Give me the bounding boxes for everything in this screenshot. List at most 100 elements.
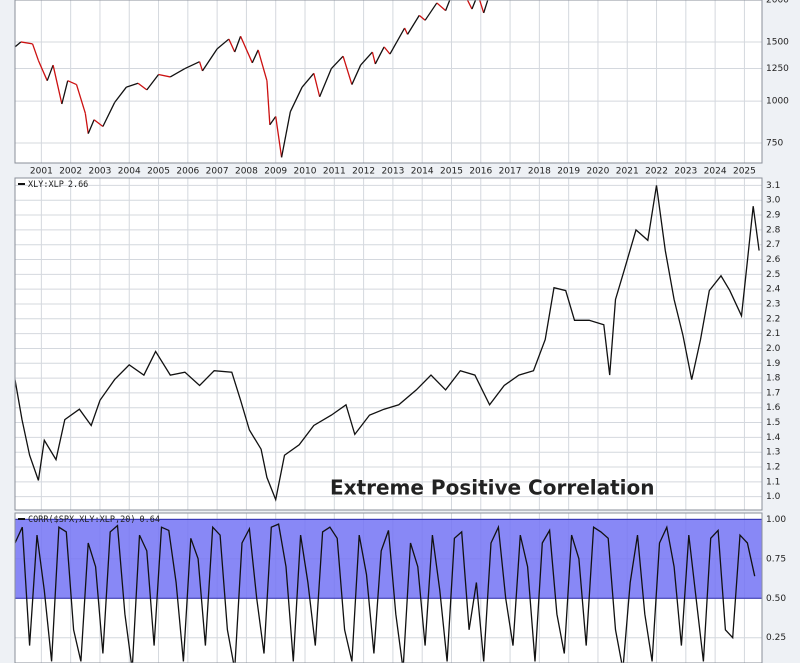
last-value: 0.64 bbox=[139, 515, 159, 525]
price-segment bbox=[483, 0, 489, 14]
x-tick-label: 2001 bbox=[30, 167, 53, 177]
price-segment bbox=[52, 64, 63, 105]
legend-label: CORR($SPX,XLY:XLP,20) 0.64 bbox=[28, 515, 160, 525]
price-segment bbox=[374, 46, 385, 65]
plot-area bbox=[15, 0, 762, 163]
x-tick-label: 2015 bbox=[440, 167, 463, 177]
x-tick-label: 2005 bbox=[147, 167, 170, 177]
plot-area bbox=[15, 513, 762, 663]
price-segment bbox=[418, 14, 426, 21]
y-tick-label: 1.6 bbox=[766, 403, 781, 413]
annotation: Extreme Positive Correlation bbox=[330, 476, 655, 500]
y-tick-label: 1250 bbox=[766, 64, 789, 74]
price-segment bbox=[46, 64, 54, 81]
y-tick-label: 2.2 bbox=[766, 314, 780, 324]
y-tick-label: 1000 bbox=[766, 97, 789, 107]
price-segment bbox=[184, 61, 200, 70]
y-tick-label: 3.1 bbox=[766, 181, 780, 191]
price-segment bbox=[158, 73, 171, 78]
x-tick-label: 2004 bbox=[118, 167, 141, 177]
x-tick-label: 2024 bbox=[704, 167, 727, 177]
price-segment bbox=[102, 102, 116, 127]
y-tick-label: 1.4 bbox=[766, 433, 781, 443]
x-tick-label: 2009 bbox=[264, 167, 287, 177]
y-tick-label: 2000 bbox=[766, 0, 789, 6]
plot-background bbox=[15, 0, 762, 163]
price-segment bbox=[37, 60, 48, 81]
price-segment bbox=[169, 67, 186, 78]
price-segment bbox=[269, 116, 277, 126]
price-segment bbox=[313, 73, 321, 97]
plot-border bbox=[14, 512, 763, 663]
y-tick-label: 1.00 bbox=[766, 515, 786, 525]
price-segment bbox=[198, 61, 204, 72]
x-tick-label: 2016 bbox=[469, 167, 492, 177]
price-segment bbox=[201, 48, 218, 72]
y-tick-label: 1.9 bbox=[766, 359, 781, 369]
y-tick-label: 0.75 bbox=[766, 554, 786, 564]
series-line bbox=[15, 185, 760, 502]
price-segment bbox=[228, 38, 236, 53]
price-segment bbox=[275, 116, 283, 158]
y-tick-label: 1.1 bbox=[766, 477, 780, 487]
x-tick-label: 2008 bbox=[235, 167, 258, 177]
x-tick-label: 2020 bbox=[586, 167, 609, 177]
price-segment bbox=[75, 84, 86, 114]
x-tick-label: 2011 bbox=[323, 167, 346, 177]
price-segment bbox=[406, 15, 420, 35]
price-segment bbox=[301, 72, 315, 88]
last-value: 2.66 bbox=[68, 180, 88, 190]
price-segment bbox=[371, 51, 376, 65]
price-segment bbox=[360, 51, 373, 66]
price-segment bbox=[471, 0, 477, 10]
y-tick-label: 1.0 bbox=[766, 492, 781, 502]
y-tick-label: 2.5 bbox=[766, 270, 780, 280]
x-tick-label: 2003 bbox=[88, 167, 111, 177]
price-segment bbox=[280, 111, 292, 158]
x-tick-label: 2002 bbox=[59, 167, 82, 177]
y-tick-label: 2.1 bbox=[766, 329, 780, 339]
x-tick-label: 2010 bbox=[294, 167, 317, 177]
y-tick-label: 2.6 bbox=[766, 255, 781, 265]
y-tick-label: 750 bbox=[766, 139, 783, 149]
y-tick-label: 2.4 bbox=[766, 285, 781, 295]
y-tick-label: 1.8 bbox=[766, 374, 781, 384]
plot-background bbox=[15, 178, 762, 510]
x-tick-label: 2018 bbox=[528, 167, 551, 177]
price-segment bbox=[266, 80, 271, 125]
price-segment bbox=[137, 82, 148, 91]
price-segment bbox=[31, 43, 40, 61]
plot-border bbox=[14, 177, 763, 511]
price-segment bbox=[389, 27, 406, 55]
price-segment bbox=[478, 0, 485, 14]
price-segment bbox=[445, 0, 451, 11]
y-tick-label: 2.0 bbox=[766, 344, 781, 354]
price-segment bbox=[239, 35, 253, 64]
y-tick-label: 1.7 bbox=[766, 388, 780, 398]
y-tick-label: 2.3 bbox=[766, 299, 780, 309]
price-segment bbox=[383, 46, 391, 55]
price-segment bbox=[87, 119, 95, 134]
y-tick-label: 1.5 bbox=[766, 418, 780, 428]
price-segment bbox=[342, 56, 353, 85]
y-tick-label: 0.25 bbox=[766, 633, 786, 643]
price-segment bbox=[114, 86, 127, 103]
price-segment bbox=[146, 74, 160, 91]
y-tick-label: 2.8 bbox=[766, 225, 781, 235]
price-segment bbox=[216, 38, 230, 50]
price-segment bbox=[330, 55, 344, 69]
y-tick-label: 1.2 bbox=[766, 463, 780, 473]
price-segment bbox=[251, 49, 259, 64]
x-tick-label: 2006 bbox=[176, 167, 199, 177]
x-tick-label: 2021 bbox=[616, 167, 639, 177]
price-segment bbox=[93, 119, 104, 128]
series-name: XLY:XLP bbox=[28, 180, 64, 190]
legend-label: XLY:XLP 2.66 bbox=[28, 180, 88, 190]
price-segment bbox=[126, 82, 139, 88]
price-segment bbox=[257, 49, 268, 81]
y-tick-label: 2.9 bbox=[766, 211, 781, 221]
series-line bbox=[15, 523, 756, 663]
x-tick-label: 2022 bbox=[645, 167, 668, 177]
plot-border bbox=[14, 0, 763, 164]
